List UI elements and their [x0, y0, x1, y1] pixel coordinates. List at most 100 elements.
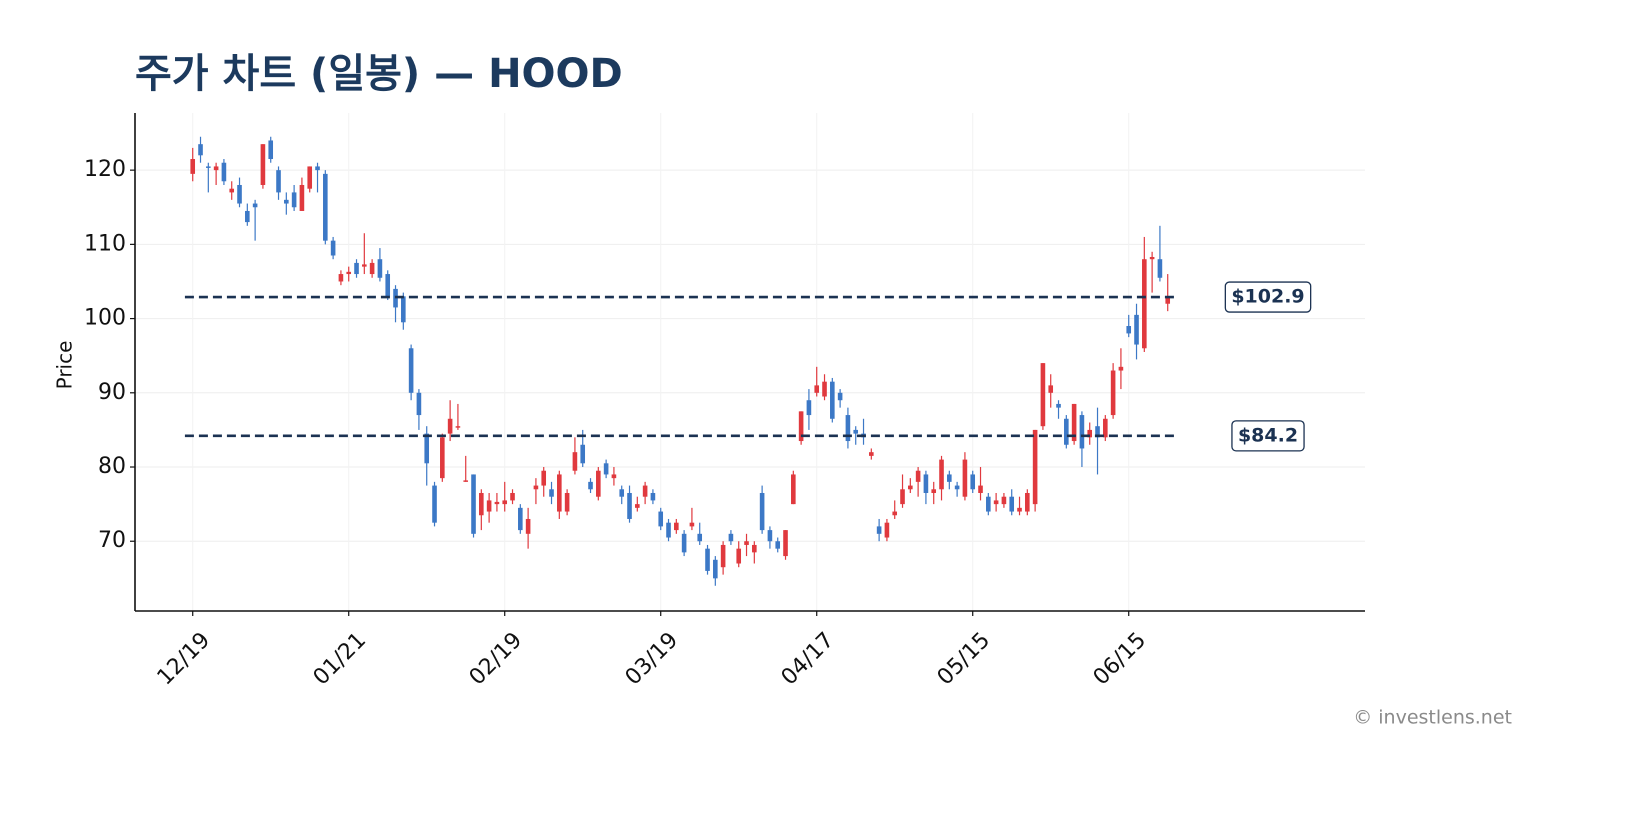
candle-body: [362, 264, 367, 267]
candle-body: [923, 474, 929, 493]
candle-body: [697, 533, 703, 542]
candle-body: [1095, 426, 1100, 438]
candle-body: [315, 166, 320, 171]
x-tick-label: 12/19: [153, 628, 216, 691]
candle-body: [954, 485, 960, 490]
candle-body: [1071, 403, 1077, 442]
candle-body: [479, 492, 484, 516]
y-tick-label: 120: [84, 157, 126, 182]
candle-body: [596, 470, 601, 497]
candle-body: [1001, 496, 1007, 505]
candle-body: [798, 411, 804, 442]
chart-title: 주가 차트 (일봉) — HOOD: [135, 51, 623, 97]
candle-body: [533, 485, 539, 490]
candle-body: [580, 444, 586, 464]
candle-body: [1134, 314, 1139, 345]
candle-body: [206, 166, 211, 168]
candle-body: [518, 507, 523, 531]
candle-body: [213, 166, 219, 171]
candle-body: [1126, 326, 1132, 334]
candle-body: [783, 530, 788, 557]
candle-body: [198, 144, 203, 156]
candle-body: [993, 500, 999, 505]
candle-body: [455, 426, 461, 428]
candle-body: [510, 492, 515, 501]
candle-body: [822, 381, 827, 397]
candle-body: [557, 474, 562, 512]
candle-body: [642, 485, 648, 497]
candle-body: [346, 271, 352, 275]
candle-body: [252, 203, 258, 208]
candle-body: [494, 501, 500, 505]
candle-body: [603, 463, 609, 475]
candle-body: [962, 459, 968, 497]
candle-body: [369, 262, 375, 275]
candle-body: [658, 511, 664, 527]
grid: [135, 113, 1365, 611]
candle-body: [705, 548, 710, 571]
candle-body: [1040, 363, 1046, 427]
candle-body: [338, 274, 344, 282]
candle-body: [1056, 403, 1061, 408]
candle-body: [970, 474, 976, 490]
candle-body: [190, 159, 196, 174]
candle-body: [284, 199, 289, 204]
candle-body: [447, 418, 453, 434]
candle-body: [486, 500, 492, 512]
candle-body: [869, 452, 874, 456]
candle-body: [775, 541, 781, 549]
candle-body: [440, 437, 445, 479]
candle-body: [1165, 297, 1171, 304]
y-axis-label: Price: [53, 341, 77, 390]
level-label-box: [1231, 420, 1305, 452]
level-label-box: [1224, 281, 1312, 313]
candle-body: [276, 170, 281, 193]
candle-body: [1118, 366, 1124, 371]
candles: [190, 136, 1171, 586]
y-tick-label: 70: [98, 528, 126, 553]
candle-body: [1017, 507, 1022, 512]
candle-body: [416, 392, 422, 416]
candle-body: [884, 522, 890, 538]
x-tick-label: 01/21: [309, 628, 372, 691]
x-tick-label: 03/19: [621, 628, 684, 691]
candle-body: [354, 262, 359, 275]
candle-body: [502, 500, 508, 505]
candle-body: [1149, 256, 1155, 260]
candle-body: [1110, 370, 1116, 416]
candle-body: [759, 492, 765, 531]
candle-body: [1048, 385, 1054, 393]
candle-body: [1103, 418, 1108, 438]
candle-body: [806, 400, 812, 416]
candle-body: [814, 385, 820, 393]
candle-body: [268, 140, 274, 160]
candle-body: [915, 470, 921, 482]
candle-body: [947, 474, 952, 482]
x-tick-label: 02/19: [465, 628, 528, 691]
candle-body: [978, 485, 983, 493]
x-tick-label: 06/15: [1089, 628, 1152, 691]
candle-body: [986, 496, 991, 512]
candle-body: [666, 522, 671, 538]
candle-body: [330, 240, 336, 256]
candle-body: [611, 474, 617, 479]
candle-body: [908, 485, 913, 490]
candle-body: [1009, 496, 1015, 512]
candle-body: [619, 489, 625, 497]
candle-body: [237, 184, 242, 204]
level-label: $84.2: [1238, 424, 1298, 446]
candle-body: [463, 480, 469, 482]
candle-body: [1025, 492, 1030, 512]
candle-body: [549, 489, 554, 497]
candle-body: [830, 381, 835, 419]
candle-body: [876, 526, 882, 534]
candle-body: [221, 162, 227, 182]
candle-body: [681, 533, 687, 553]
watermark: © investlens.net: [1353, 707, 1512, 729]
candle-body: [767, 530, 773, 542]
candle-body: [752, 544, 757, 553]
candle-body: [791, 474, 796, 505]
candle-body: [720, 544, 726, 568]
y-tick-label: 100: [84, 306, 126, 331]
